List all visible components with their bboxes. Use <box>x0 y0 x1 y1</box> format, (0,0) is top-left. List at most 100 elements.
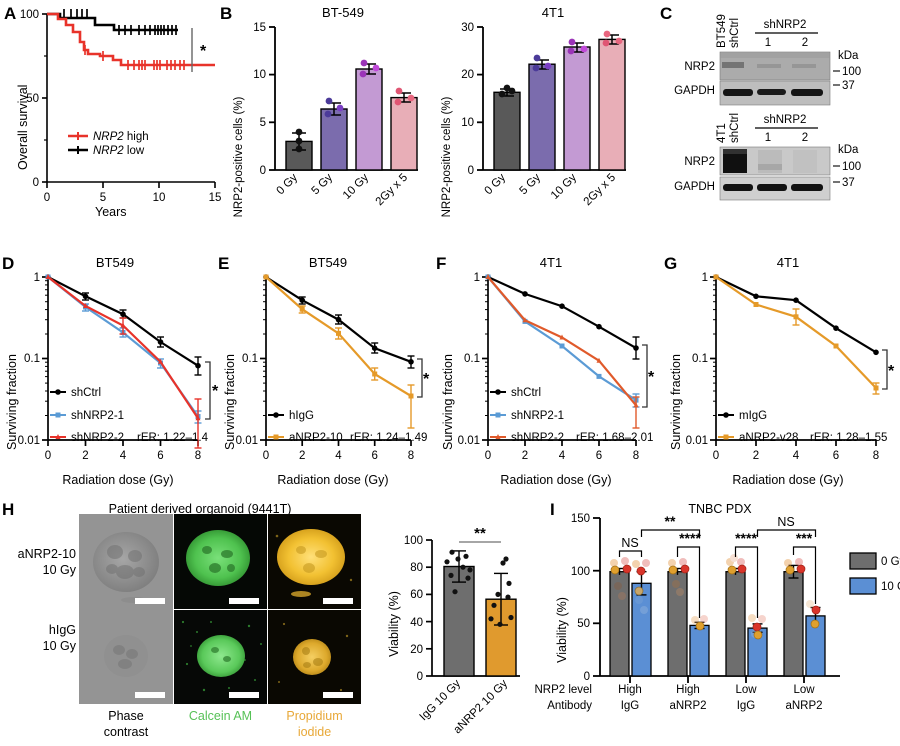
panel-h-viability-chart: Viability (%) 0 20 40 60 80 100 <box>387 525 520 736</box>
svg-text:6: 6 <box>157 450 163 462</box>
svg-text:Radiation dose (Gy): Radiation dose (Gy) <box>732 473 843 487</box>
svg-text:BT549: BT549 <box>716 14 728 48</box>
svg-text:0.1: 0.1 <box>24 353 40 365</box>
panel-g-rer: rER: 1.28–1.55 <box>810 432 887 444</box>
svg-text:5 Gy: 5 Gy <box>309 171 335 197</box>
svg-text:NRP2 high: NRP2 high <box>93 131 149 143</box>
svg-text:GAPDH: GAPDH <box>674 85 715 97</box>
panel-g-plot: Surviving fraction Radiation dose (Gy) 0… <box>669 272 895 487</box>
svg-text:NRP2 low: NRP2 low <box>93 145 145 157</box>
svg-text:High: High <box>618 684 642 696</box>
svg-text:aNRP2-10: aNRP2-10 <box>289 432 343 444</box>
panel-i-row-header-2: Antibody <box>547 700 592 712</box>
svg-text:0 Gy: 0 Gy <box>274 171 300 197</box>
svg-text:0: 0 <box>713 450 719 462</box>
svg-text:0: 0 <box>263 450 269 462</box>
panel-g: G 4T1 Surviving fraction Radiation dose … <box>658 252 900 492</box>
panel-h-col-label-3: Propidium iodide <box>268 708 361 740</box>
panel-a-xlabel: Years <box>95 205 127 219</box>
svg-text:shNRP2-2: shNRP2-2 <box>511 432 564 444</box>
svg-text:50: 50 <box>26 93 39 105</box>
svg-text:10 Gy: 10 Gy <box>549 171 579 201</box>
panel-a: A Overall survival Years 0 50 100 0 5 10… <box>0 0 221 230</box>
panel-f-plot: Surviving fraction Radiation dose (Gy) 0… <box>441 272 655 487</box>
svg-text:kDa: kDa <box>838 144 859 156</box>
svg-text:shNRP2: shNRP2 <box>764 114 807 126</box>
svg-text:Surviving fraction: Surviving fraction <box>669 354 683 450</box>
panel-b-label: B <box>220 4 233 23</box>
svg-text:0: 0 <box>45 450 51 462</box>
panel-h-col1-line1: Phase <box>108 709 144 723</box>
svg-text:0.1: 0.1 <box>242 353 258 365</box>
svg-text:shCtrl: shCtrl <box>71 387 101 399</box>
svg-text:10: 10 <box>461 117 474 129</box>
svg-text:37: 37 <box>842 80 855 92</box>
svg-text:NRP2: NRP2 <box>684 156 715 168</box>
svg-text:10: 10 <box>153 192 166 204</box>
svg-text:Radiation dose (Gy): Radiation dose (Gy) <box>277 473 388 487</box>
svg-text:6: 6 <box>833 450 839 462</box>
panel-h-col-label-2: Calcein AM <box>174 708 267 724</box>
svg-text:30: 30 <box>461 22 474 34</box>
svg-text:*: * <box>888 363 895 380</box>
svg-text:2: 2 <box>802 37 808 49</box>
svg-text:shCtrl: shCtrl <box>729 113 741 143</box>
svg-text:*: * <box>648 369 655 386</box>
svg-text:IgG: IgG <box>621 700 640 712</box>
svg-text:0: 0 <box>260 165 266 177</box>
svg-text:hIgG: hIgG <box>289 410 314 422</box>
svg-text:8: 8 <box>873 450 879 462</box>
svg-text:Surviving fraction: Surviving fraction <box>5 354 19 450</box>
panel-h-col1-line2: contrast <box>103 725 149 739</box>
panel-e-label: E <box>218 254 230 273</box>
panel-h-image-grid <box>79 514 361 704</box>
svg-text:100: 100 <box>842 66 861 78</box>
panel-h-label: H <box>2 500 15 519</box>
svg-text:1: 1 <box>765 37 771 49</box>
svg-text:37: 37 <box>842 177 855 189</box>
svg-text:0.1: 0.1 <box>692 353 708 365</box>
panel-h-row-label-2: hIgG 10 Gy <box>0 622 76 654</box>
svg-text:6: 6 <box>596 450 602 462</box>
panel-h-row-label-1: aNRP2-10 10 Gy <box>0 546 76 578</box>
svg-text:2Gy x 5: 2Gy x 5 <box>374 172 411 209</box>
svg-text:Viability (%): Viability (%) <box>555 597 569 663</box>
panel-a-label: A <box>4 4 17 23</box>
svg-text:High: High <box>676 684 700 696</box>
svg-text:Viability (%): Viability (%) <box>387 591 401 657</box>
svg-text:20: 20 <box>461 69 474 81</box>
panel-i-label: I <box>550 500 555 519</box>
svg-text:2: 2 <box>753 450 759 462</box>
svg-text:aNRP2: aNRP2 <box>785 700 822 712</box>
svg-text:4: 4 <box>793 450 800 462</box>
svg-text:Low: Low <box>735 684 757 696</box>
svg-text:4: 4 <box>120 450 127 462</box>
svg-text:*: * <box>200 43 207 60</box>
svg-text:0 Gy: 0 Gy <box>482 171 508 197</box>
panel-a-ylabel: Overall survival <box>16 84 30 170</box>
svg-text:2: 2 <box>802 132 808 144</box>
panel-h-col2-line1: Calcein AM <box>188 709 253 723</box>
svg-text:15: 15 <box>253 22 266 34</box>
svg-text:80: 80 <box>410 562 423 574</box>
panel-h-row1-line2: 10 Gy <box>42 563 76 577</box>
svg-text:5: 5 <box>260 117 266 129</box>
svg-text:100: 100 <box>571 566 590 578</box>
svg-text:1: 1 <box>474 272 480 284</box>
panel-g-title: 4T1 <box>776 255 800 270</box>
panel-h-title: Patient derived organoid (9441T) <box>108 502 292 516</box>
panel-a-plot: 0 50 100 0 5 10 15 <box>20 9 221 204</box>
panel-h: H Patient derived organoid (9441T) aNRP2… <box>0 500 540 746</box>
svg-text:2: 2 <box>82 450 88 462</box>
svg-text:100: 100 <box>20 9 39 21</box>
svg-text:5: 5 <box>100 192 106 204</box>
svg-text:IgG 10 Gy: IgG 10 Gy <box>418 677 464 723</box>
panel-c-blots: BT549 shCtrl shNRP2 1 2 NRP2 GAPDH kDa 1… <box>674 14 861 201</box>
svg-text:2: 2 <box>299 450 305 462</box>
panel-e-plot: Surviving fraction Radiation dose (Gy) 0… <box>223 274 430 487</box>
svg-text:shCtrl: shCtrl <box>729 18 741 48</box>
panel-e-rer: rER: 1.24–1.49 <box>350 432 427 444</box>
svg-text:2: 2 <box>522 450 528 462</box>
panel-f: F 4T1 Surviving fraction Radiation dose … <box>436 252 656 492</box>
svg-text:0: 0 <box>417 671 423 683</box>
